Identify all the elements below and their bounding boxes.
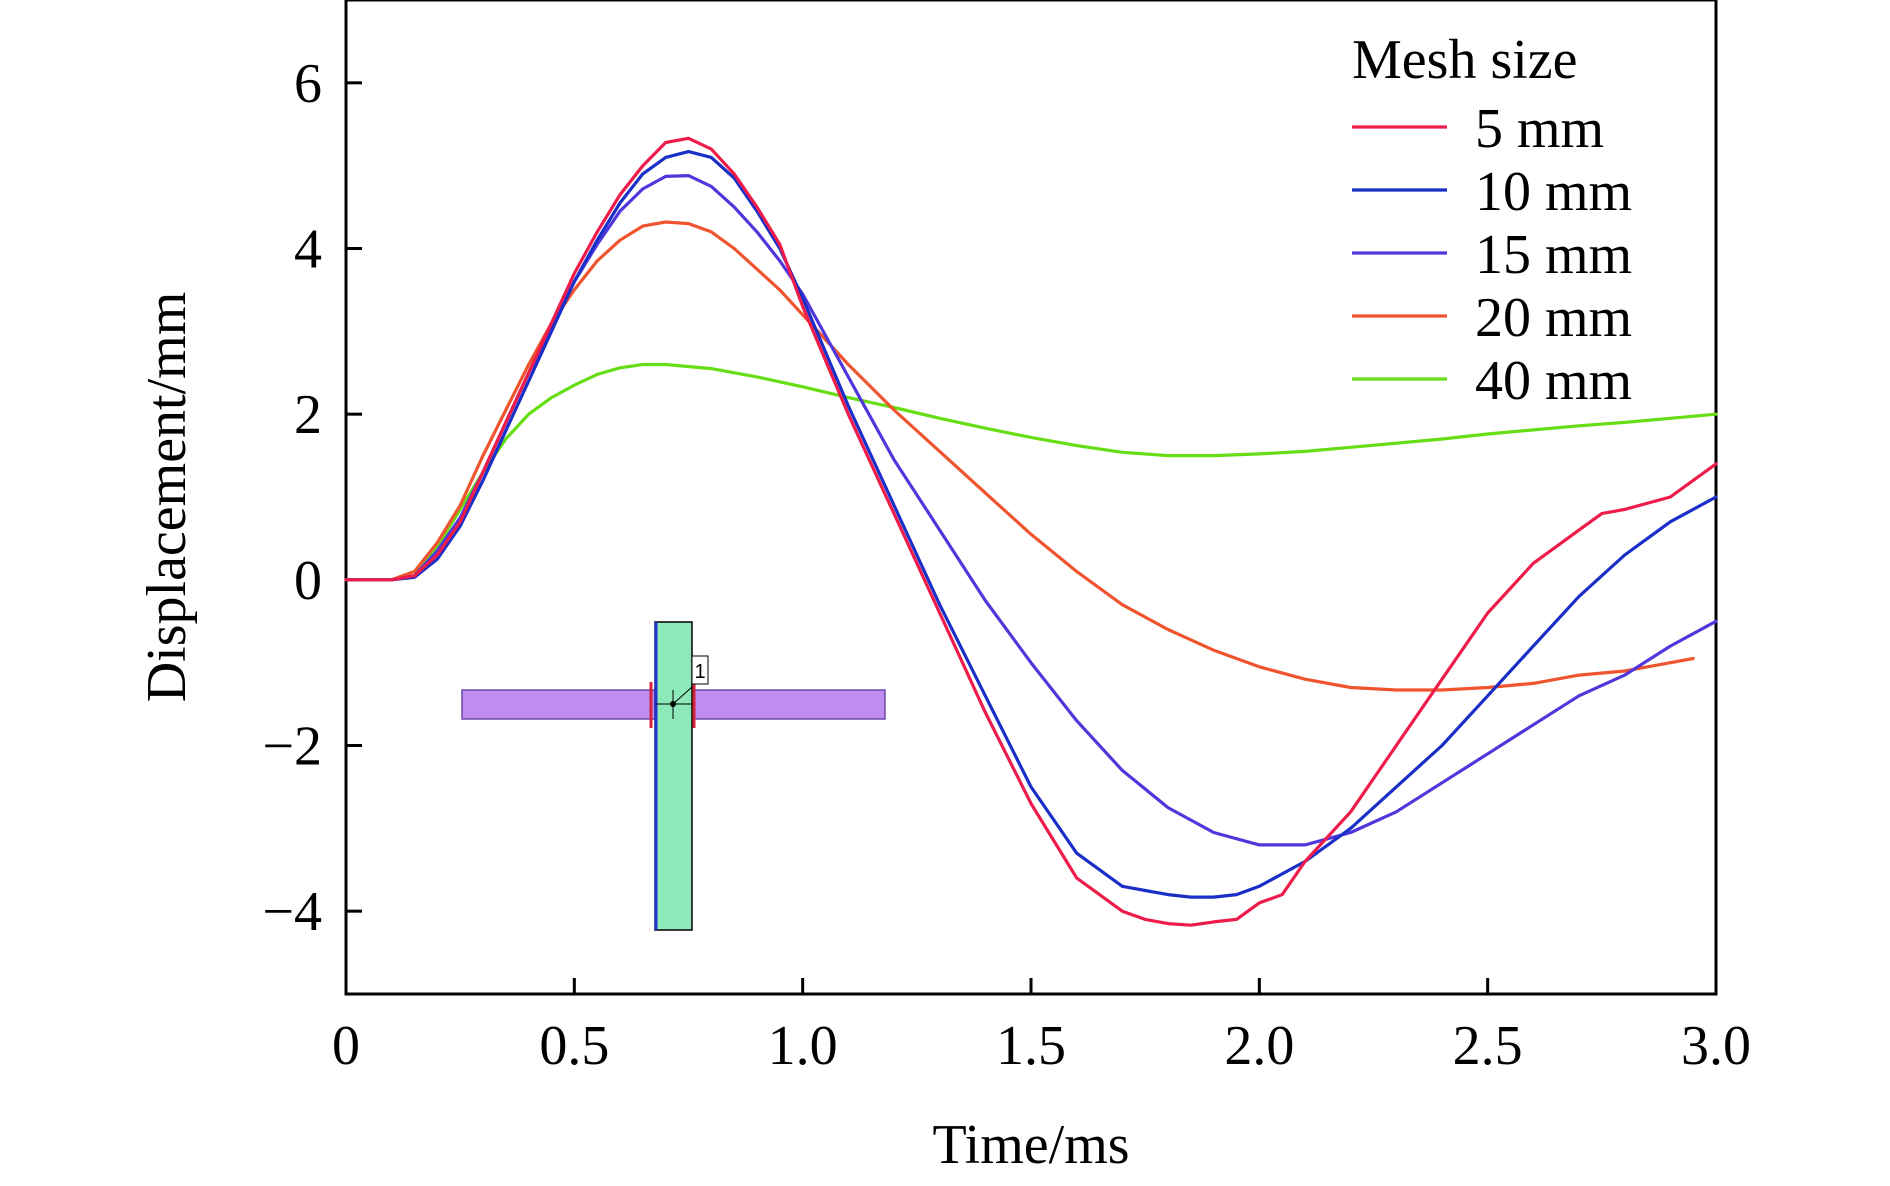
inset-diagram: 1 <box>461 621 886 931</box>
y-tick-label: 4 <box>294 219 322 281</box>
x-tick-label: 1.5 <box>996 1015 1066 1077</box>
inset-node-label-box <box>691 655 709 685</box>
inset-leader-line <box>672 686 693 705</box>
inset-vertical-member <box>654 621 693 931</box>
legend-label-15-mm: 15 mm <box>1475 224 1632 286</box>
y-tick-label: −4 <box>262 881 322 943</box>
x-tick-label: 2.0 <box>1224 1015 1294 1077</box>
legend-label-5-mm: 5 mm <box>1475 98 1604 160</box>
series-line-5-mm <box>344 136 1718 927</box>
y-tick-label: 0 <box>294 550 322 612</box>
y-tick-label: 6 <box>294 53 322 115</box>
legend-label-20-mm: 20 mm <box>1475 287 1632 349</box>
x-tick-label: 2.5 <box>1453 1015 1523 1077</box>
x-tick-label: 0.5 <box>539 1015 609 1077</box>
y-tick-label: −2 <box>262 716 322 778</box>
legend-label-10-mm: 10 mm <box>1475 161 1632 223</box>
y-tick-label: 2 <box>294 384 322 446</box>
series-layer <box>344 136 1718 927</box>
y-axis-ticks: −4 −2 0 2 4 6 <box>262 53 362 943</box>
x-tick-label: 0 <box>332 1015 360 1077</box>
legend-label-40-mm: 40 mm <box>1475 350 1632 412</box>
x-axis-label: Time/ms <box>932 1114 1129 1176</box>
series-line-10-mm <box>344 150 1718 899</box>
x-tick-label: 1.0 <box>768 1015 838 1077</box>
y-axis-label: Displacement/mm <box>136 292 198 703</box>
x-tick-label: 3.0 <box>1681 1015 1751 1077</box>
series-line-40-mm <box>344 362 1718 582</box>
x-axis-ticks: 0 0.5 1.0 1.5 2.0 2.5 3.0 <box>332 978 1751 1077</box>
inset-node-label: 1 <box>694 661 705 683</box>
legend-title: Mesh size <box>1352 29 1578 91</box>
series-line-20-mm <box>344 220 1695 692</box>
